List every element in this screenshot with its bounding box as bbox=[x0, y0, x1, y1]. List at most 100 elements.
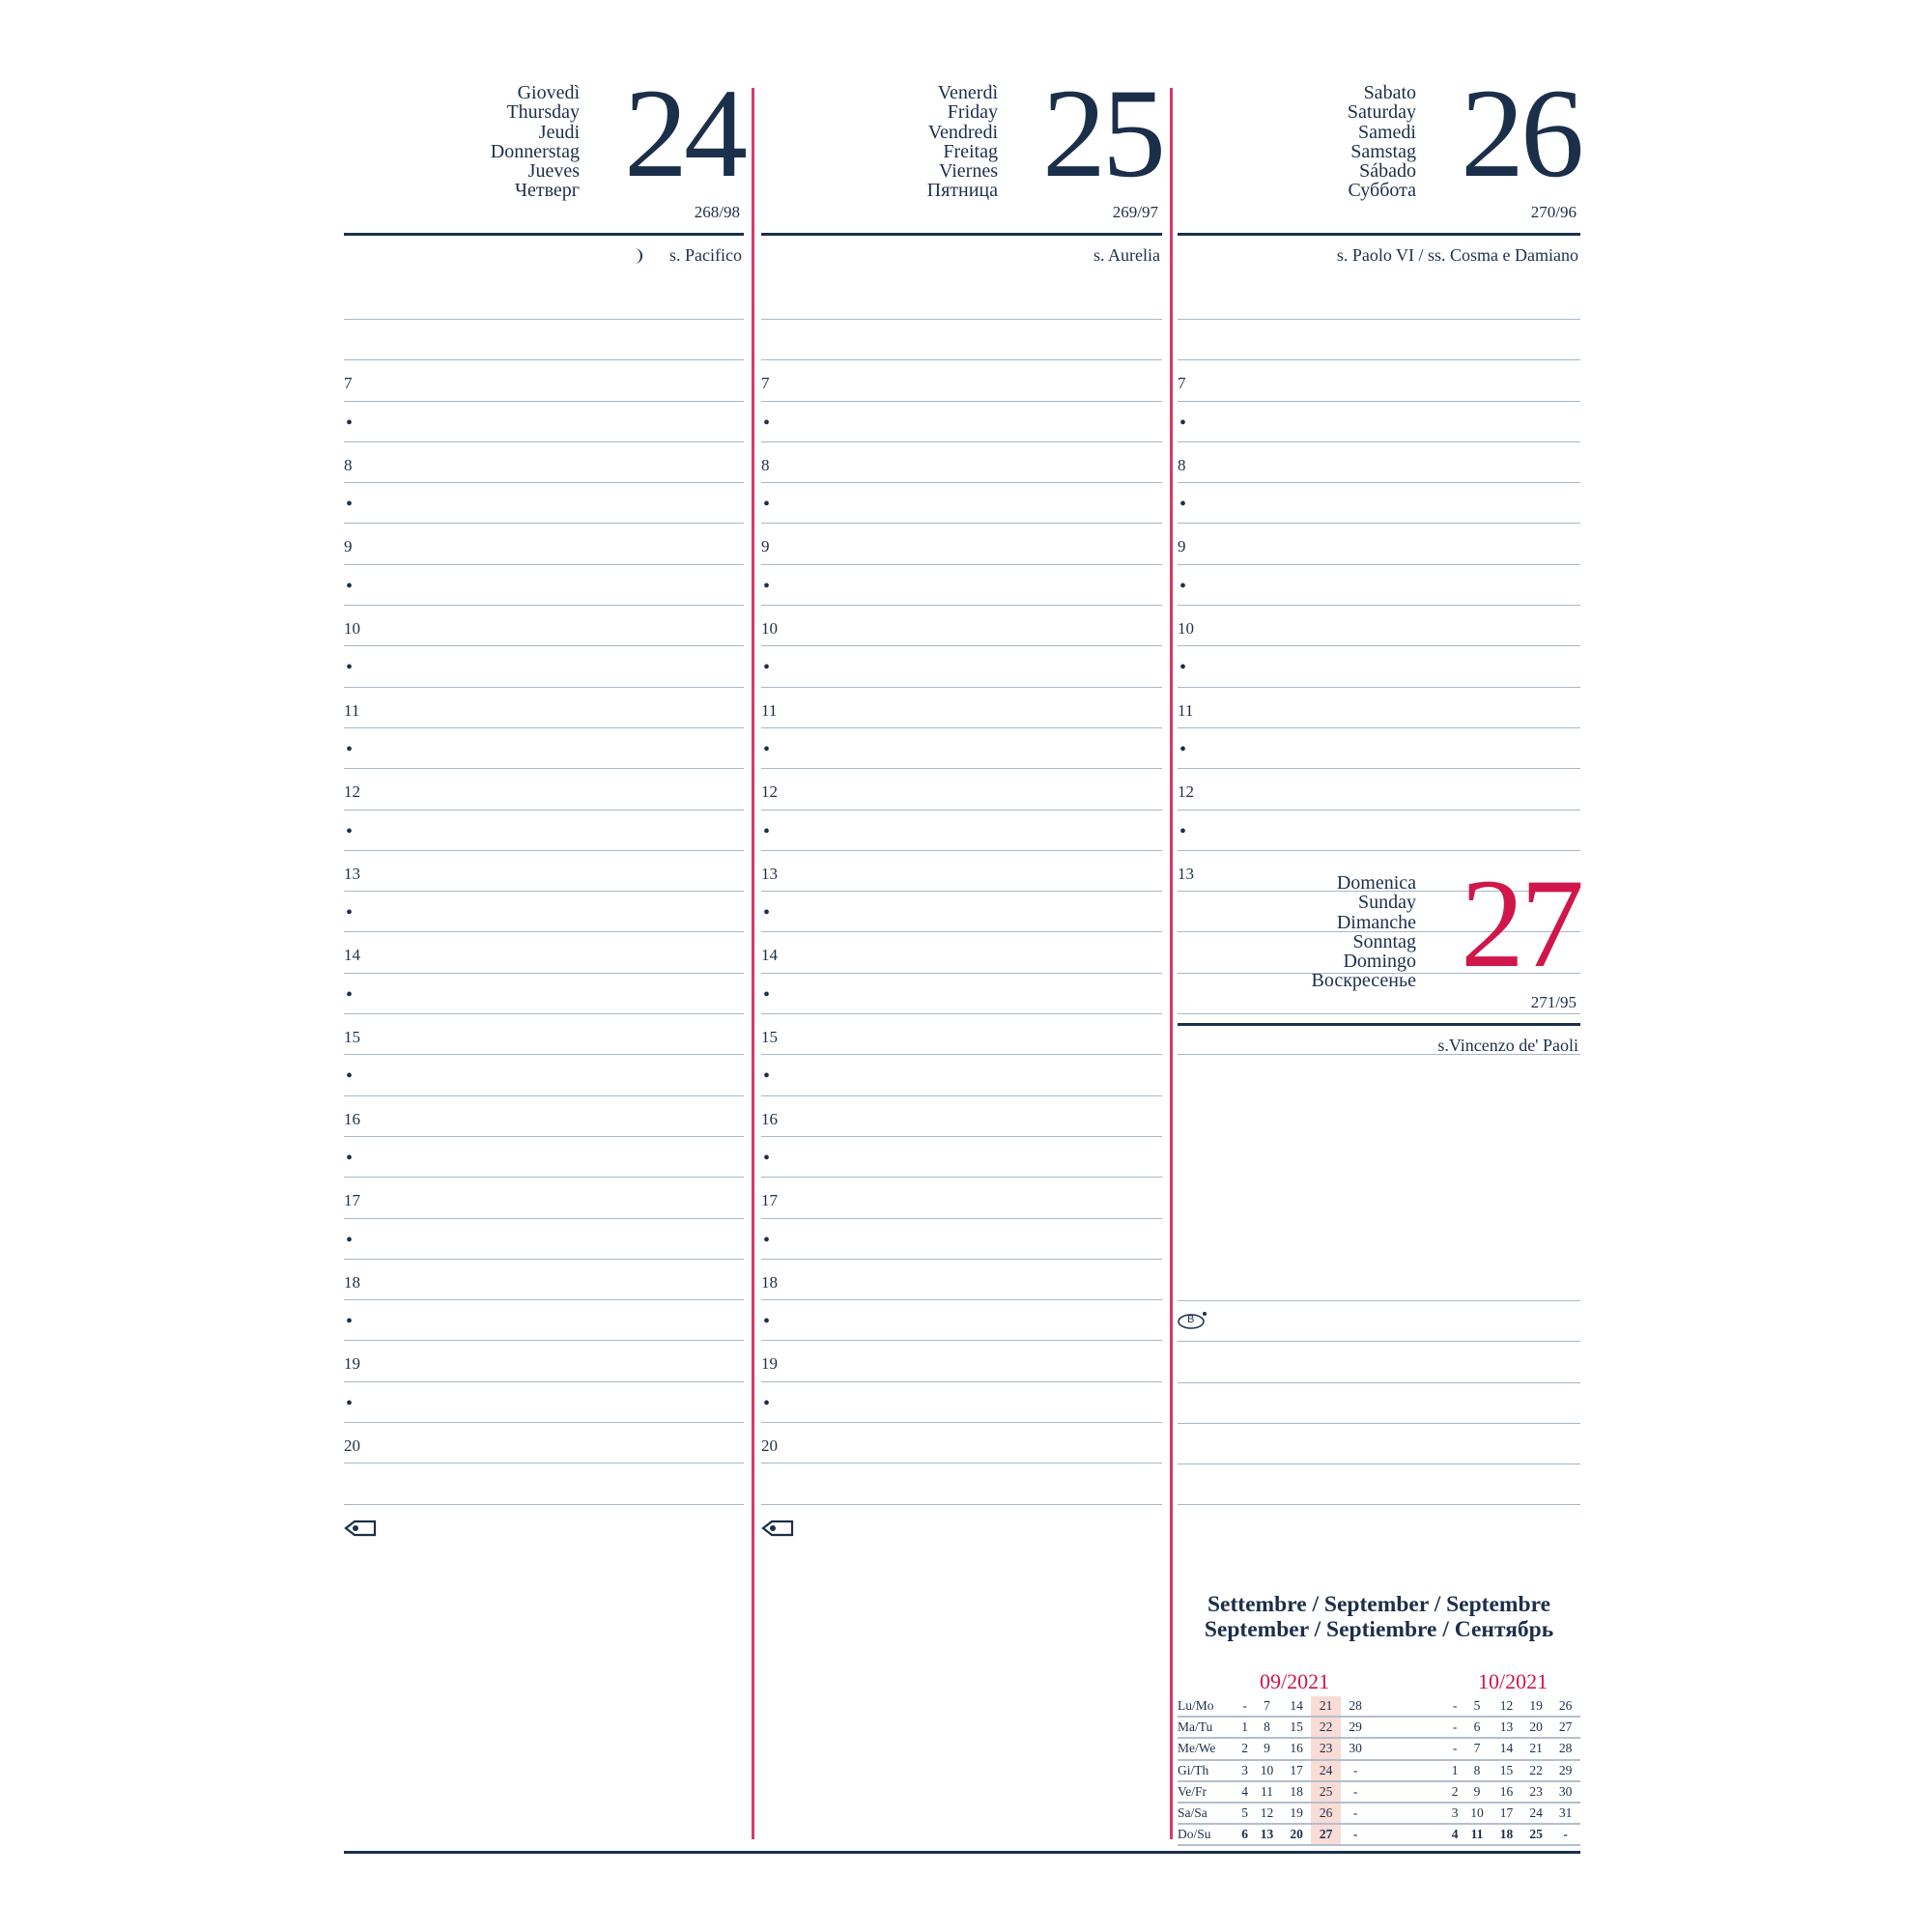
time-slot-row[interactable]: 7 bbox=[344, 360, 744, 402]
time-slot-row[interactable]: • bbox=[761, 1219, 1162, 1260]
time-slot-row[interactable]: 13 bbox=[1178, 851, 1580, 893]
time-slot-row[interactable]: • bbox=[344, 646, 744, 688]
time-slot-row[interactable]: 9 bbox=[344, 524, 744, 565]
time-slot-row[interactable]: • bbox=[761, 646, 1162, 688]
time-slot-row[interactable]: 17 bbox=[344, 1178, 744, 1219]
time-slot-row[interactable]: • bbox=[761, 728, 1162, 770]
time-slot-row[interactable]: 8 bbox=[344, 442, 744, 484]
mini-day: 9 bbox=[1252, 1738, 1282, 1761]
time-slot-row[interactable]: • bbox=[1178, 728, 1580, 770]
time-slot-row[interactable]: 10 bbox=[1178, 606, 1580, 647]
time-slot-row[interactable]: • bbox=[344, 1055, 744, 1096]
time-slot-row[interactable]: • bbox=[1178, 565, 1580, 607]
half-hour-dot: • bbox=[763, 494, 771, 516]
hour-label: 7 bbox=[344, 374, 353, 393]
time-slot-row[interactable]: • bbox=[761, 565, 1162, 607]
time-slot-row[interactable]: 20 bbox=[761, 1423, 1162, 1464]
time-slot-row[interactable]: • bbox=[761, 402, 1162, 442]
time-slot-row[interactable] bbox=[1178, 892, 1580, 933]
month-title-line-2: September / Septiembre / Сентябрь bbox=[1204, 1617, 1554, 1642]
mini-day: 21 bbox=[1311, 1696, 1341, 1719]
time-slot-row[interactable]: • bbox=[344, 1137, 744, 1179]
mini-day: 3 bbox=[1447, 1802, 1463, 1826]
time-slot-row[interactable]: 10 bbox=[344, 606, 744, 647]
time-slot-row[interactable]: 15 bbox=[344, 1014, 744, 1056]
weekday-name: Friday bbox=[947, 101, 998, 124]
hour-label: 19 bbox=[344, 1354, 360, 1374]
time-slot-row[interactable]: 15 bbox=[761, 1014, 1162, 1056]
time-slot-row[interactable]: 9 bbox=[1178, 524, 1580, 565]
time-slot-row[interactable]: 20 bbox=[344, 1423, 744, 1464]
time-slot-row[interactable]: 9 bbox=[761, 524, 1162, 565]
mini-gap bbox=[1370, 1780, 1448, 1804]
time-slot-row[interactable] bbox=[1178, 974, 1580, 1015]
time-slot-row[interactable] bbox=[344, 320, 744, 361]
time-slot-row[interactable]: 12 bbox=[761, 769, 1162, 810]
time-slot-row[interactable]: 14 bbox=[761, 932, 1162, 974]
time-slot-row[interactable]: 18 bbox=[344, 1260, 744, 1301]
time-slot-row[interactable]: 16 bbox=[344, 1096, 744, 1137]
time-slot-row[interactable]: 17 bbox=[761, 1178, 1162, 1219]
time-slot-row[interactable]: 14 bbox=[344, 932, 744, 974]
mini-gap bbox=[1370, 1759, 1448, 1782]
time-slot-row[interactable]: • bbox=[1178, 483, 1580, 525]
time-slot-row[interactable]: 13 bbox=[761, 851, 1162, 893]
time-slot-row[interactable]: 11 bbox=[1178, 688, 1580, 728]
time-slot-row[interactable]: • bbox=[1178, 810, 1580, 851]
time-slot-row[interactable]: 12 bbox=[1178, 769, 1580, 810]
time-slot-row[interactable]: • bbox=[344, 728, 744, 770]
time-slot-row[interactable]: • bbox=[761, 1137, 1162, 1179]
time-slot-row[interactable] bbox=[1178, 1424, 1580, 1465]
time-slot-row[interactable] bbox=[1178, 320, 1580, 361]
time-slot-row[interactable]: 8 bbox=[1178, 442, 1580, 484]
time-slot-row[interactable]: • bbox=[1178, 646, 1580, 688]
hour-label: 20 bbox=[344, 1436, 360, 1456]
hour-label: 20 bbox=[761, 1436, 778, 1456]
time-slot-row[interactable]: 8 bbox=[761, 442, 1162, 484]
time-slot-row[interactable] bbox=[1178, 1342, 1580, 1383]
tag-icon[interactable] bbox=[344, 1520, 377, 1542]
time-slot-row[interactable]: • bbox=[761, 892, 1162, 933]
time-slot-row[interactable]: 11 bbox=[344, 688, 744, 728]
time-slot-row[interactable]: • bbox=[344, 565, 744, 607]
time-slot-row[interactable]: 13 bbox=[344, 851, 744, 893]
time-slot-row[interactable] bbox=[1178, 1383, 1580, 1424]
time-slot-row[interactable]: • bbox=[761, 1055, 1162, 1096]
time-slot-row[interactable]: 19 bbox=[344, 1341, 744, 1382]
time-slot-row[interactable]: 12 bbox=[344, 769, 744, 810]
time-slot-row[interactable]: • bbox=[761, 974, 1162, 1015]
weekday-name: Donnerstag bbox=[490, 140, 580, 162]
tag-icon[interactable] bbox=[761, 1520, 794, 1542]
time-slot-row[interactable]: • bbox=[344, 483, 744, 525]
time-slot-row[interactable]: 11 bbox=[761, 688, 1162, 728]
mini-day: 22 bbox=[1520, 1759, 1551, 1782]
time-slot-row[interactable]: • bbox=[761, 810, 1162, 851]
hour-label: 12 bbox=[761, 782, 778, 802]
time-slot-row[interactable]: 7 bbox=[1178, 360, 1580, 402]
time-slot-row[interactable]: 16 bbox=[761, 1096, 1162, 1137]
hour-label: 8 bbox=[344, 455, 353, 474]
time-slot-row[interactable]: • bbox=[344, 974, 744, 1015]
time-slot-row[interactable] bbox=[1178, 1464, 1580, 1506]
time-slot-row[interactable]: 18 bbox=[761, 1260, 1162, 1301]
time-slot-row[interactable]: • bbox=[344, 1382, 744, 1424]
time-slot-row[interactable]: • bbox=[761, 1300, 1162, 1342]
time-slot-row[interactable] bbox=[344, 1463, 744, 1505]
time-slot-row[interactable]: 10 bbox=[761, 606, 1162, 647]
time-slot-row[interactable] bbox=[1178, 1301, 1580, 1343]
time-slot-row[interactable]: • bbox=[344, 892, 744, 933]
weekday-label: Me/We bbox=[1178, 1738, 1237, 1761]
time-slot-row[interactable]: 7 bbox=[761, 360, 1162, 402]
time-slot-row[interactable]: • bbox=[344, 1219, 744, 1260]
time-slot-row[interactable] bbox=[761, 1463, 1162, 1505]
time-slot-row[interactable]: • bbox=[344, 810, 744, 851]
time-slot-row[interactable] bbox=[1178, 932, 1580, 974]
time-slot-row[interactable]: 19 bbox=[761, 1341, 1162, 1382]
time-slot-row[interactable]: • bbox=[761, 483, 1162, 525]
time-slot-row[interactable]: • bbox=[761, 1382, 1162, 1424]
time-slot-row[interactable]: • bbox=[1178, 402, 1580, 442]
time-slot-row[interactable] bbox=[761, 320, 1162, 361]
time-slot-row[interactable]: • bbox=[344, 1300, 744, 1342]
time-slot-row[interactable] bbox=[1178, 1014, 1580, 1056]
time-slot-row[interactable]: • bbox=[344, 402, 744, 442]
